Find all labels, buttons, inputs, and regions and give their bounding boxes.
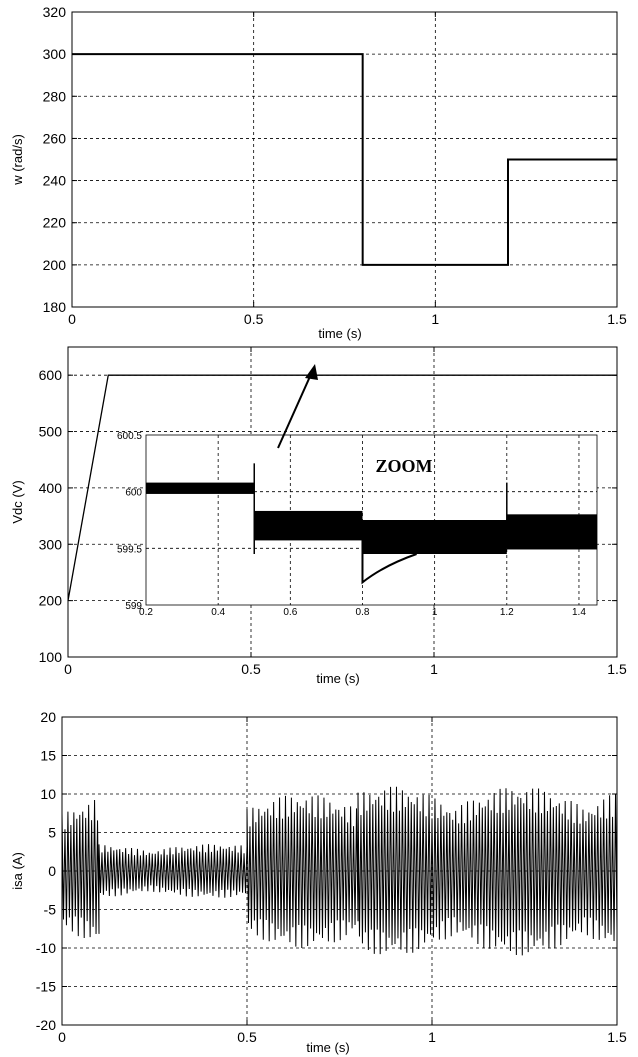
x-tick-label: 1.5 — [607, 311, 627, 327]
x-axis-label: time (s) — [306, 1040, 349, 1055]
x-tick-label: 0.5 — [244, 311, 264, 327]
y-tick-label: 0 — [48, 863, 56, 879]
inset-ripple-band — [362, 520, 507, 554]
y-tick-label: 15 — [40, 748, 56, 764]
x-tick-label: 1 — [428, 1029, 436, 1045]
inset-x-tick-label: 0.8 — [356, 607, 370, 618]
x-tick-label: 1.5 — [607, 661, 627, 677]
x-axis-label: time (s) — [318, 326, 361, 341]
x-tick-label: 1 — [430, 661, 438, 677]
inset-ripple-band — [146, 482, 255, 494]
y-tick-label: 300 — [43, 46, 67, 62]
chart-panel-3: 0 0.5 1 1.5 -20 -15 -10 -5 0 5 10 15 20 time (s) isa (… — [10, 709, 627, 1055]
y-tick-label: 100 — [39, 649, 63, 665]
x-tick-label: 1 — [431, 311, 439, 327]
y-tick-label: -15 — [36, 979, 56, 995]
chart-panel-2: 0 0.5 1 1.5 100 200 300 400 500 600 time (s) Vdc (V… — [10, 346, 627, 686]
inset-y-tick-label: 600 — [125, 488, 142, 499]
y-tick-label: 600 — [39, 367, 63, 383]
inset-ripple-band — [254, 510, 363, 541]
inset-transient-dip — [361, 520, 417, 585]
y-tick-label: 5 — [48, 825, 56, 841]
inset-y-tick-label: 600.5 — [117, 431, 142, 442]
inset-ripple-band — [506, 514, 597, 550]
inset-y-tick-label: 599.5 — [117, 544, 142, 555]
y-tick-label: -5 — [44, 902, 57, 918]
y-tick-label: 280 — [43, 88, 67, 104]
zoom-inset: 0.2 0.4 0.6 0.8 1 1.2 1.4 599 599.5 600 600.5 ZOOM — [117, 431, 598, 618]
y-tick-label: 400 — [39, 480, 63, 496]
y-tick-label: 180 — [43, 299, 67, 315]
x-tick-label: 0.5 — [237, 1029, 257, 1045]
y-tick-label: -20 — [36, 1017, 56, 1033]
x-tick-label: 0 — [58, 1029, 66, 1045]
y-axis-label: w (rad/s) — [10, 134, 25, 186]
y-axis-label: isa (A) — [10, 852, 25, 890]
inset-x-tick-label: 0.2 — [139, 607, 153, 618]
y-tick-label: 240 — [43, 173, 67, 189]
inset-x-tick-label: 1 — [432, 607, 438, 618]
data-line — [61, 786, 618, 956]
inset-x-tick-label: 0.6 — [283, 607, 297, 618]
inset-y-tick-label: 599 — [125, 601, 142, 612]
zoom-arrowhead — [305, 364, 318, 380]
x-axis-label: time (s) — [316, 671, 359, 686]
y-tick-label: 320 — [43, 4, 67, 20]
x-tick-label: 0.5 — [241, 661, 261, 677]
y-tick-label: 300 — [39, 536, 63, 552]
y-axis-label: Vdc (V) — [10, 480, 25, 523]
inset-x-tick-label: 1.2 — [500, 607, 514, 618]
inset-x-tick-label: 0.4 — [211, 607, 225, 618]
data-line — [72, 53, 617, 266]
y-tick-label: -10 — [36, 940, 56, 956]
y-tick-label: 200 — [43, 257, 67, 273]
plot-frame — [67, 346, 618, 658]
y-tick-label: 20 — [40, 709, 56, 725]
zoom-arrow — [277, 371, 313, 449]
inset-x-tick-label: 1.4 — [572, 607, 586, 618]
x-tick-label: 0 — [64, 661, 72, 677]
x-tick-label: 0 — [68, 311, 76, 327]
chart-panel-1: 0 0.5 1 1.5 180 200 220 240 260 280 300 320 time (s)… — [10, 4, 627, 341]
y-tick-label: 500 — [39, 424, 63, 440]
y-tick-label: 220 — [43, 215, 67, 231]
y-tick-label: 260 — [43, 130, 67, 146]
x-tick-label: 1.5 — [607, 1029, 627, 1045]
y-tick-label: 200 — [39, 593, 63, 609]
y-tick-label: 10 — [40, 786, 56, 802]
zoom-annotation: ZOOM — [376, 456, 433, 476]
data-line — [67, 374, 617, 601]
